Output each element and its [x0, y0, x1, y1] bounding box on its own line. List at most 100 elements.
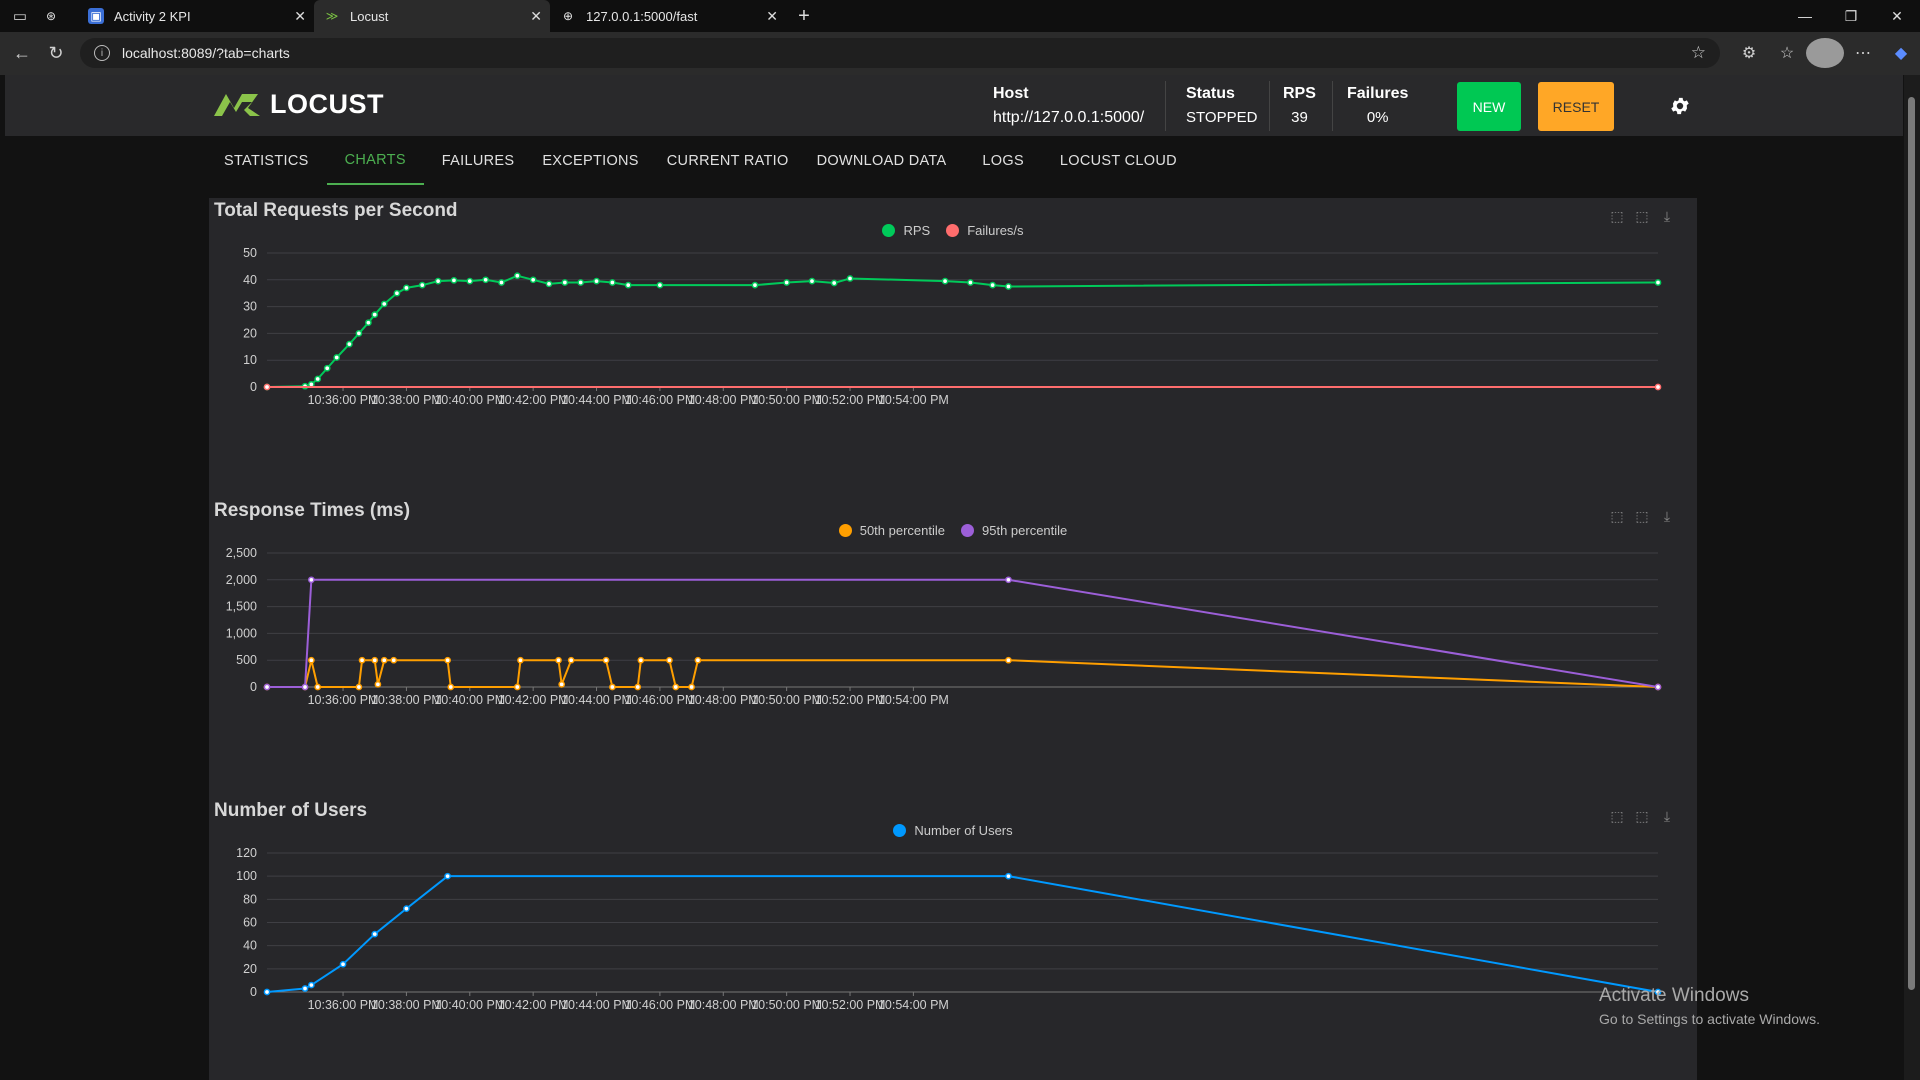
data-point[interactable]: [371, 930, 379, 938]
data-point[interactable]: [751, 281, 759, 289]
tab-current-ratio[interactable]: CURRENT RATIO: [666, 153, 789, 169]
legend-item[interactable]: Number of Users: [893, 823, 1013, 838]
tab-actions-icon[interactable]: ▭: [12, 8, 28, 25]
data-point[interactable]: [529, 276, 537, 284]
data-point[interactable]: [545, 280, 553, 288]
data-point[interactable]: [602, 656, 610, 664]
data-point[interactable]: [967, 279, 974, 286]
data-point[interactable]: [783, 279, 790, 286]
response-times-chart[interactable]: 0 500 1,000 1,500 2,000 2,500 10:36:00 PM10:38…: [209, 498, 1697, 798]
tab-copilot[interactable]: ⊛: [34, 0, 78, 32]
data-point[interactable]: [513, 272, 521, 280]
data-point[interactable]: [1005, 656, 1012, 664]
data-point[interactable]: [558, 680, 566, 688]
data-point[interactable]: [609, 279, 616, 286]
tab-charts[interactable]: CHARTS: [326, 137, 424, 185]
tab-failures[interactable]: FAILURES: [441, 153, 515, 169]
data-point[interactable]: [308, 656, 315, 664]
data-point[interactable]: [450, 276, 458, 284]
new-test-button[interactable]: NEW: [1457, 82, 1521, 131]
data-point[interactable]: [301, 683, 309, 691]
data-point[interactable]: [444, 872, 451, 880]
restore-zoom-icon[interactable]: ⬚: [1635, 807, 1649, 824]
zoom-icon[interactable]: ⬚: [1610, 207, 1624, 224]
data-point[interactable]: [567, 656, 575, 664]
copilot-sidebar-icon[interactable]: ◆: [1894, 45, 1908, 62]
data-point[interactable]: [355, 330, 363, 337]
zoom-icon[interactable]: ⬚: [1610, 507, 1624, 524]
data-point[interactable]: [346, 340, 353, 348]
data-point[interactable]: [656, 281, 664, 289]
zoom-icon[interactable]: ⬚: [1610, 807, 1624, 824]
series-line[interactable]: [266, 274, 1659, 388]
data-point[interactable]: [1005, 872, 1012, 880]
series-line[interactable]: [267, 659, 1659, 689]
data-point[interactable]: [358, 656, 366, 664]
data-point[interactable]: [577, 279, 585, 286]
data-point[interactable]: [314, 375, 322, 383]
site-info-icon[interactable]: i: [94, 45, 110, 61]
data-point[interactable]: [390, 656, 398, 664]
data-point[interactable]: [403, 905, 410, 912]
data-point[interactable]: [434, 277, 442, 285]
close-window-icon[interactable]: ✕: [1891, 7, 1903, 24]
data-point[interactable]: [1654, 279, 1662, 286]
refresh-icon[interactable]: ↻: [48, 43, 64, 63]
restore-zoom-icon[interactable]: ⬚: [1635, 207, 1649, 224]
data-point[interactable]: [672, 683, 680, 691]
tab-locust-cloud[interactable]: LOCUST CLOUD: [1059, 153, 1177, 169]
data-point[interactable]: [1005, 283, 1012, 290]
data-point[interactable]: [380, 300, 388, 308]
data-point[interactable]: [1654, 683, 1662, 691]
scrollbar-thumb[interactable]: [1908, 97, 1915, 990]
data-point[interactable]: [365, 319, 372, 327]
legend-item[interactable]: RPS: [882, 223, 930, 238]
close-tab-icon[interactable]: ✕: [530, 8, 542, 24]
data-point[interactable]: [609, 683, 616, 691]
legend-item[interactable]: 50th percentile: [838, 523, 945, 538]
data-point[interactable]: [830, 279, 838, 287]
data-point[interactable]: [1005, 576, 1012, 584]
data-point[interactable]: [517, 656, 524, 664]
download-icon[interactable]: ⤓: [1663, 807, 1671, 824]
data-point[interactable]: [941, 277, 949, 285]
data-point[interactable]: [418, 281, 426, 289]
data-point[interactable]: [371, 311, 379, 318]
data-point[interactable]: [263, 683, 271, 691]
legend-item[interactable]: Failures/s: [946, 223, 1024, 238]
favorite-star-icon[interactable]: ☆: [1690, 43, 1706, 62]
back-icon[interactable]: ←: [13, 43, 31, 63]
data-point[interactable]: [688, 683, 695, 691]
data-point[interactable]: [333, 354, 341, 361]
settings-gear-icon[interactable]: [1669, 95, 1691, 117]
data-point[interactable]: [339, 960, 347, 968]
data-point[interactable]: [308, 981, 315, 989]
tab-exceptions[interactable]: EXCEPTIONS: [542, 153, 639, 169]
data-point[interactable]: [694, 656, 702, 664]
tab-locust[interactable]: ≫ Locust ✕: [314, 0, 550, 32]
data-point[interactable]: [301, 985, 309, 992]
data-point[interactable]: [444, 656, 451, 664]
data-point[interactable]: [355, 683, 363, 691]
data-point[interactable]: [1654, 988, 1662, 996]
page-scrollbar[interactable]: [1904, 75, 1920, 1080]
legend-item[interactable]: 95th percentile: [961, 523, 1067, 538]
tab-fast[interactable]: ⊕ 127.0.0.1:5000/fast ✕: [550, 0, 786, 32]
tab-download-data[interactable]: DOWNLOAD DATA: [816, 153, 947, 169]
data-point[interactable]: [513, 683, 521, 691]
reset-button[interactable]: RESET: [1538, 82, 1614, 131]
data-point[interactable]: [561, 279, 569, 286]
data-point[interactable]: [555, 656, 562, 664]
data-point[interactable]: [371, 656, 379, 664]
data-point[interactable]: [314, 683, 322, 691]
data-point[interactable]: [666, 656, 673, 664]
tab-statistics[interactable]: STATISTICS: [224, 153, 309, 169]
restore-zoom-icon[interactable]: ⬚: [1635, 507, 1649, 524]
data-point[interactable]: [374, 680, 382, 688]
data-point[interactable]: [380, 656, 388, 664]
data-point[interactable]: [393, 289, 401, 297]
tab-logs[interactable]: LOGS: [982, 153, 1024, 169]
data-point[interactable]: [323, 364, 331, 372]
data-point[interactable]: [466, 277, 474, 285]
